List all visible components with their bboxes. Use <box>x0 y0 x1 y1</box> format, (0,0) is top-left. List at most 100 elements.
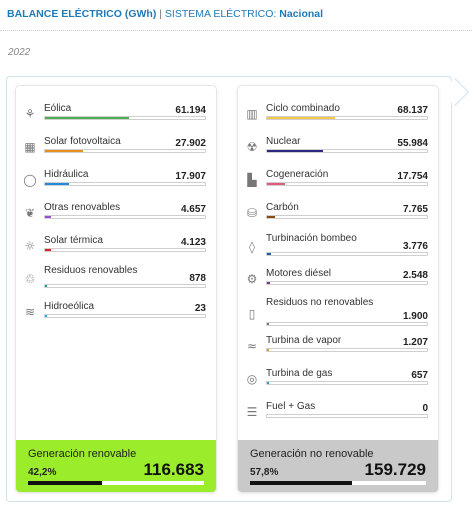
factory-icon: ▥ <box>246 106 258 121</box>
renewable-item-row[interactable]: ▦ Solar fotovoltaica 27.902 <box>16 136 216 170</box>
renewable-total-bar-fill <box>28 481 103 485</box>
engine-icon: ⚙ <box>246 271 258 286</box>
renewable-item-bar <box>44 248 206 252</box>
radiation-icon: ☢ <box>246 139 258 154</box>
panel-header: BALANCE ELÉCTRICO (GWh) | SISTEMA ELÉCTR… <box>7 8 323 20</box>
renewable-item-label: Solar térmica <box>44 235 103 246</box>
nonrenewable-item-row[interactable]: ≈ Turbina de vapor 1.207 <box>238 335 438 369</box>
renewable-item-label: Solar fotovoltaica <box>44 136 121 147</box>
nonrenewable-item-value: 3.776 <box>402 241 428 252</box>
recycle-bin-icon: ♲ <box>24 271 36 286</box>
nonrenewable-total-bar-fill <box>250 481 352 485</box>
nonrenewable-item-row[interactable]: ◊ Turbinación bombeo 3.776 <box>238 233 438 267</box>
header-separator: | <box>159 8 162 20</box>
nonrenewable-item-bar <box>266 252 428 256</box>
nonrenewable-footer: Generación no renovable 57,8% 159.729 <box>238 440 438 492</box>
solar-panel-icon: ▦ <box>24 139 36 154</box>
year-label: 2022 <box>8 47 31 58</box>
sun-icon: ☼ <box>24 238 36 253</box>
nonrenewable-item-label: Turbina de vapor <box>266 335 342 346</box>
nonrenewable-item-row[interactable]: ▯ Residuos no renovables 1.900 <box>238 297 438 331</box>
renewable-item-value: 878 <box>189 273 206 284</box>
renewable-item-bar <box>44 149 206 153</box>
nonrenewable-item-bar <box>266 215 428 219</box>
nonrenewable-item-value: 68.137 <box>397 105 428 116</box>
water-drop-icon: ◯ <box>23 172 37 187</box>
pump-drop-icon: ◊ <box>249 239 255 254</box>
nonrenewable-item-label: Nuclear <box>266 136 301 147</box>
renewable-item-row[interactable]: ⚘ Eólica 61.194 <box>16 103 216 137</box>
renewable-item-bar-fill <box>45 183 70 185</box>
leaf-icon: ❦ <box>24 205 36 220</box>
nonrenewable-item-bar <box>266 322 428 326</box>
coal-cart-icon: ⛁ <box>246 205 258 220</box>
nonrenewable-item-row[interactable]: ▥ Ciclo combinado 68.137 <box>238 103 438 137</box>
renewable-item-bar-fill <box>45 216 52 218</box>
renewable-item-row[interactable]: ♲ Residuos renovables 878 <box>16 265 216 299</box>
nonrenewable-item-row[interactable]: ⚙ Motores diésel 2.548 <box>238 268 438 302</box>
renewable-item-row[interactable]: ≋ Hidroeólica 23 <box>16 301 216 335</box>
nonrenewable-item-value: 657 <box>411 370 428 381</box>
renewable-total: 116.683 <box>143 460 204 479</box>
hydro-wind-icon: ≋ <box>24 304 36 319</box>
nonrenewable-item-bar <box>266 414 428 418</box>
renewable-total-bar <box>28 481 204 485</box>
renewable-footer: Generación renovable 42,2% 116.683 <box>16 440 216 492</box>
renewable-footer-title: Generación renovable <box>28 448 137 460</box>
renewable-item-bar <box>44 314 206 318</box>
nonrenewable-item-bar-fill <box>267 349 269 351</box>
renewable-item-row[interactable]: ◯ Hidráulica 17.907 <box>16 169 216 203</box>
renewable-item-bar-fill <box>45 150 84 152</box>
factory-chimney-icon: ▙ <box>247 172 257 187</box>
nonrenewable-item-value: 2.548 <box>402 270 428 281</box>
nonrenewable-item-row[interactable]: ▙ Cogeneración 17.754 <box>238 169 438 203</box>
header-divider <box>0 30 472 31</box>
renewable-item-bar-fill <box>45 117 129 119</box>
renewable-item-value: 61.194 <box>175 105 206 116</box>
balance-title: BALANCE ELÉCTRICO (GWh) <box>7 8 157 20</box>
nonrenewable-item-value: 0 <box>422 403 428 414</box>
gas-turbine-icon: ◎ <box>246 371 258 386</box>
renewable-item-bar-fill <box>45 285 47 287</box>
nonrenewable-item-label: Cogeneración <box>266 169 329 180</box>
nonrenewable-item-value: 7.765 <box>402 204 428 215</box>
nonrenewable-item-bar-fill <box>267 183 285 185</box>
nonrenewable-percent: 57,8% <box>250 467 279 478</box>
renewable-item-label: Eólica <box>44 103 72 114</box>
nonrenewable-item-label: Motores diésel <box>266 268 332 279</box>
renewable-item-row[interactable]: ☼ Solar térmica 4.123 <box>16 235 216 269</box>
nonrenewable-item-row[interactable]: ⛁ Carbón 7.765 <box>238 202 438 236</box>
nonrenewable-total: 159.729 <box>364 460 426 479</box>
nonrenewable-total-bar <box>250 481 426 485</box>
nonrenewable-item-value: 1.900 <box>402 311 428 322</box>
steam-turbine-icon: ≈ <box>246 338 258 353</box>
system-value[interactable]: Nacional <box>279 8 324 20</box>
renewable-item-bar-fill <box>45 249 51 251</box>
nonrenewable-item-bar-fill <box>267 216 275 218</box>
nonrenewable-item-label: Fuel + Gas <box>266 401 316 412</box>
nonrenewable-item-row[interactable]: ☰ Fuel + Gas 0 <box>238 401 438 435</box>
nonrenewable-item-value: 1.207 <box>402 337 428 348</box>
nonrenewable-item-value: 55.984 <box>397 138 428 149</box>
nonrenewable-item-bar-fill <box>267 150 323 152</box>
nonrenewable-item-bar-fill <box>267 282 270 284</box>
renewable-item-value: 27.902 <box>175 138 206 149</box>
nonrenewable-item-label: Turbina de gas <box>266 368 333 379</box>
renewable-panel: Generación renovable 42,2% 116.683 ⚘ Eóli… <box>16 86 216 492</box>
nonrenewable-item-row[interactable]: ☢ Nuclear 55.984 <box>238 136 438 170</box>
nonrenewable-item-value: 17.754 <box>397 171 428 182</box>
nonrenewable-item-row[interactable]: ◎ Turbina de gas 657 <box>238 368 438 402</box>
system-label: SISTEMA ELÉCTRICO: <box>164 8 277 20</box>
renewable-item-value: 17.907 <box>175 171 206 182</box>
nonrenewable-item-bar <box>266 348 428 352</box>
renewable-item-bar <box>44 284 206 288</box>
nonrenewable-item-bar-fill <box>267 382 269 384</box>
nonrenewable-item-bar <box>266 281 428 285</box>
nonrenewable-item-bar <box>266 182 428 186</box>
renewable-item-value: 23 <box>194 303 206 314</box>
renewable-item-row[interactable]: ❦ Otras renovables 4.657 <box>16 202 216 236</box>
renewable-item-label: Residuos renovables <box>44 265 138 276</box>
nonrenewable-panel: Generación no renovable 57,8% 159.729 ▥ C… <box>238 86 438 492</box>
nonrenewable-item-label: Turbinación bombeo <box>266 233 357 244</box>
renewable-item-label: Hidroeólica <box>44 301 95 312</box>
